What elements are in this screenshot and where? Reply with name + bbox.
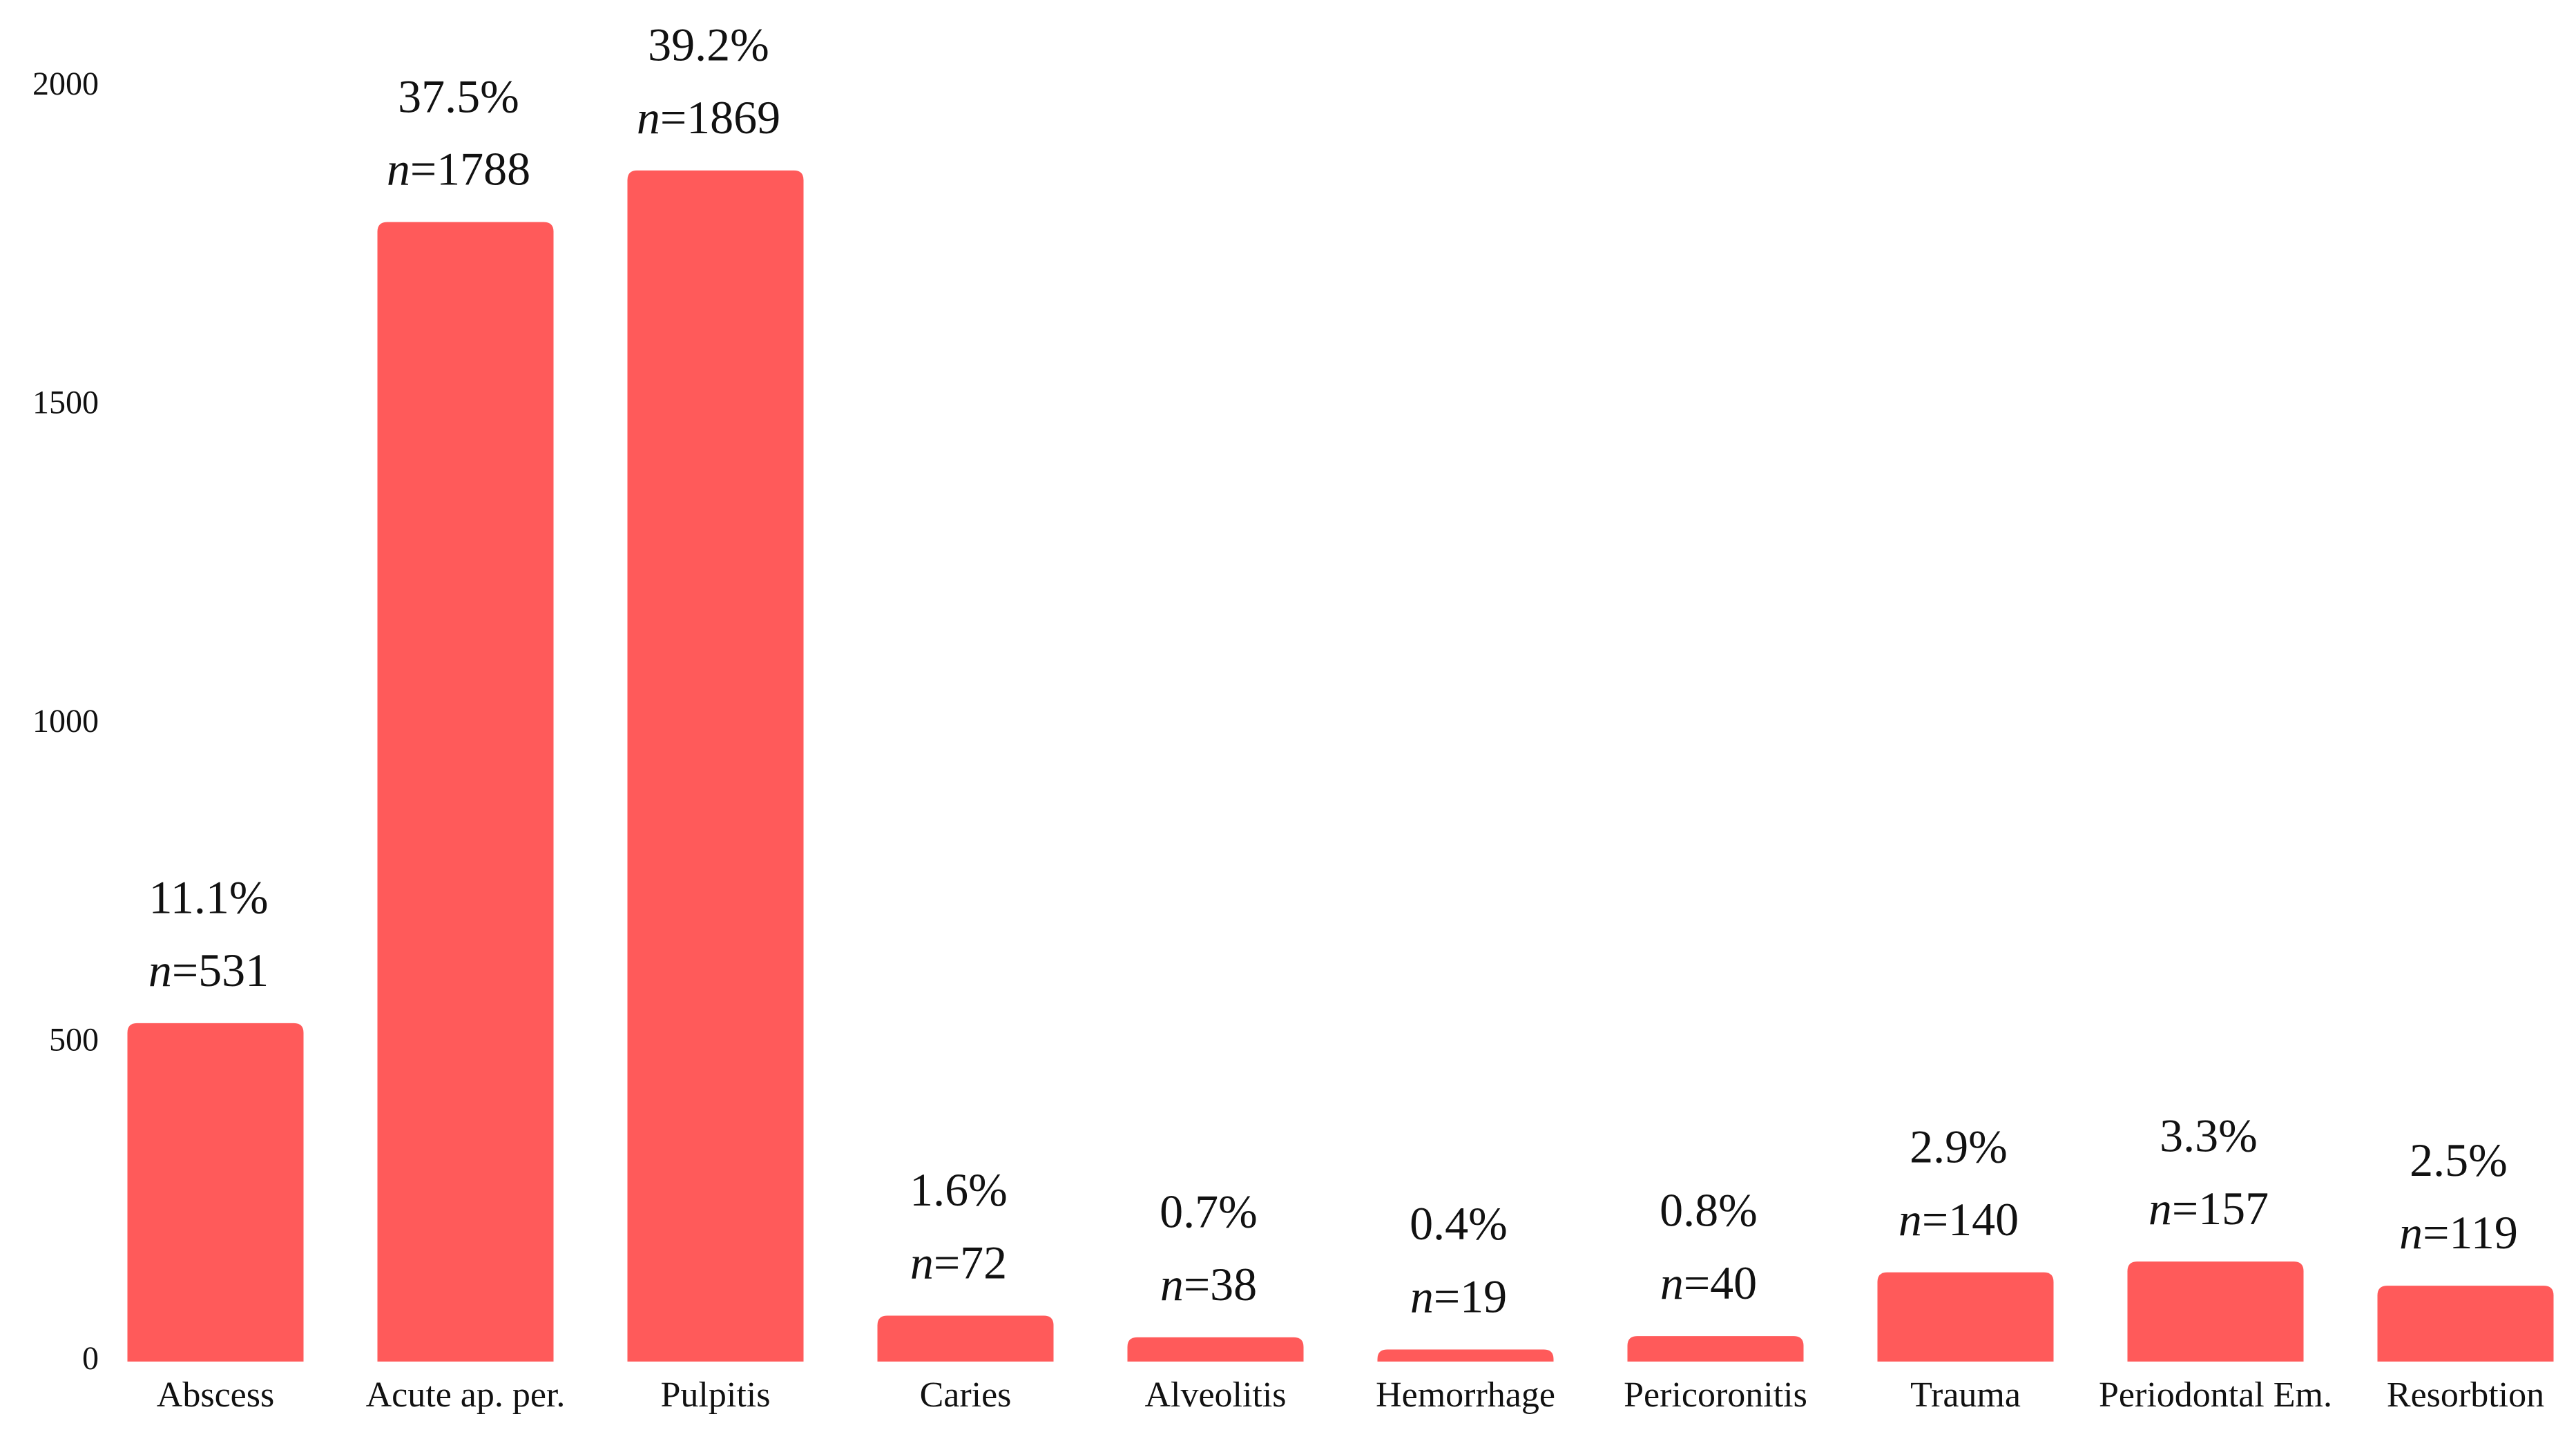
bar [2377, 1286, 2554, 1362]
x-tick-label: Abscess [157, 1375, 274, 1415]
percent-label: 37.5% [398, 70, 519, 122]
x-tick-label: Pulpitis [661, 1375, 771, 1415]
x-tick-label: Acute ap. per. [366, 1375, 566, 1415]
percent-label: 2.5% [2410, 1134, 2508, 1186]
value-label: n=1788 [387, 142, 530, 195]
value-label: n=19 [1410, 1270, 1507, 1322]
value-label: n=531 [148, 943, 269, 996]
y-tick-label: 1500 [32, 385, 99, 421]
percent-label: 1.6% [910, 1163, 1008, 1216]
x-tick-label: Caries [920, 1375, 1012, 1415]
value-label: n=40 [1660, 1257, 1757, 1309]
bar [627, 170, 804, 1362]
value-label: n=38 [1160, 1258, 1257, 1310]
bar [377, 222, 554, 1362]
value-label: n=1869 [637, 91, 780, 144]
percent-label: 0.7% [1160, 1186, 1258, 1238]
value-label: n=119 [2399, 1206, 2518, 1259]
x-tick-label: Alveolitis [1144, 1375, 1286, 1415]
y-tick-label: 0 [82, 1340, 99, 1377]
percent-label: 0.4% [1410, 1197, 1508, 1250]
bar [1627, 1336, 1804, 1362]
bar [1127, 1337, 1304, 1362]
y-tick-label: 2000 [32, 66, 99, 102]
bar [2127, 1261, 2304, 1362]
bar [877, 1315, 1054, 1362]
y-tick-label: 1000 [32, 703, 99, 739]
value-label: n=72 [910, 1236, 1007, 1288]
percent-label: 2.9% [1910, 1120, 2008, 1172]
percent-label: 3.3% [2160, 1110, 2258, 1162]
bar [1877, 1272, 2054, 1362]
bar [1377, 1349, 1554, 1362]
x-tick-label: Hemorrhage [1376, 1375, 1555, 1415]
x-tick-label: Resorbtion [2387, 1375, 2544, 1415]
percent-label: 11.1% [148, 871, 268, 923]
value-label: n=157 [2149, 1182, 2269, 1235]
x-tick-label: Periodontal Em. [2099, 1375, 2332, 1415]
y-tick-label: 500 [49, 1022, 99, 1058]
x-tick-label: Pericoronitis [1624, 1375, 1807, 1415]
percent-label: 39.2% [648, 19, 769, 71]
bar [127, 1023, 304, 1362]
percent-label: 0.8% [1660, 1184, 1758, 1237]
x-tick-label: Trauma [1910, 1375, 2021, 1415]
value-label: n=140 [1899, 1192, 2019, 1245]
